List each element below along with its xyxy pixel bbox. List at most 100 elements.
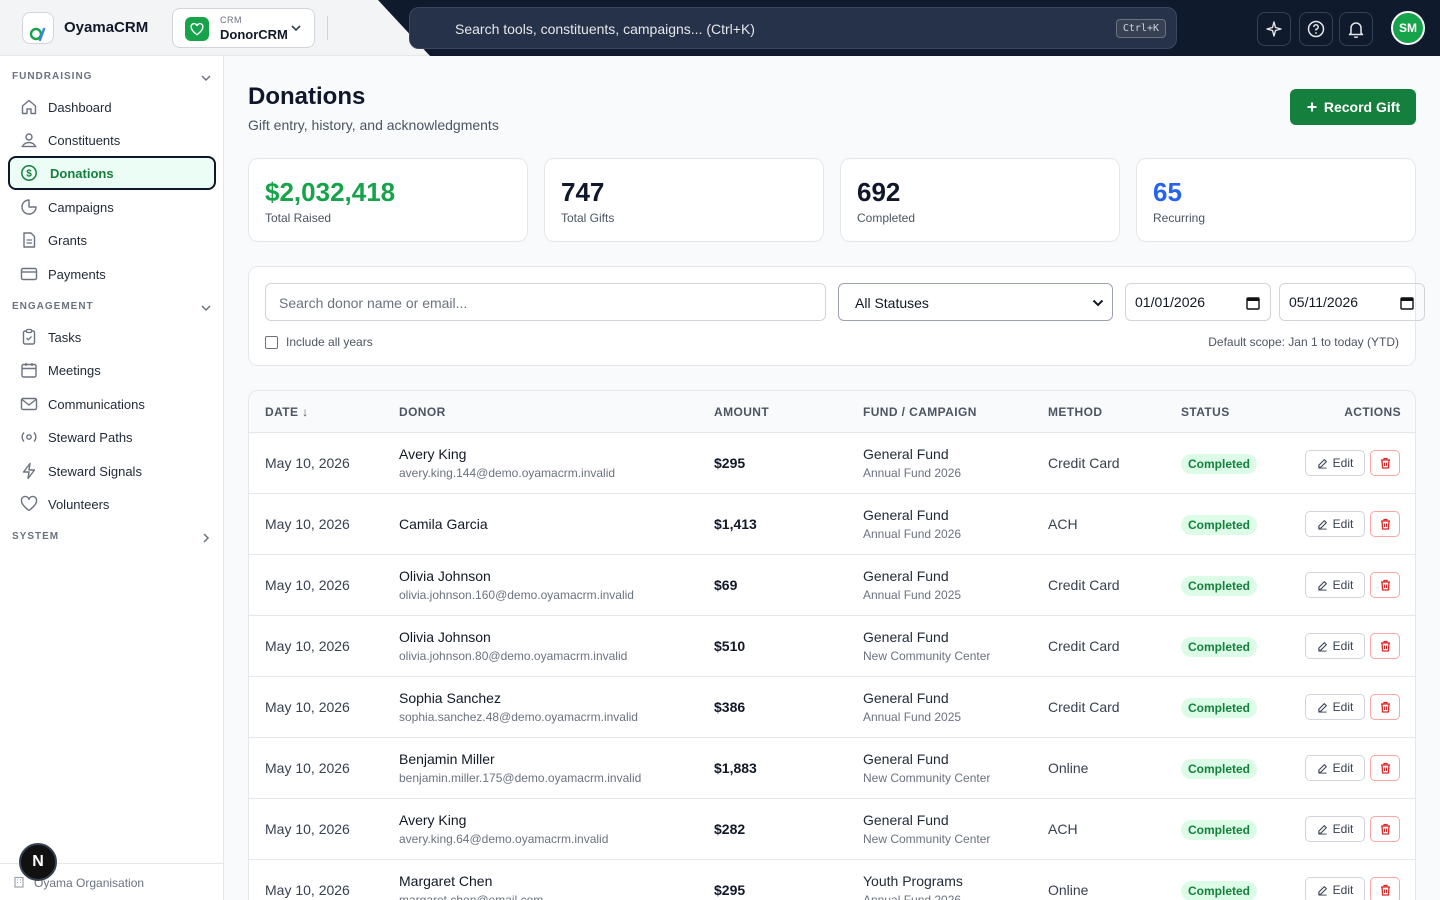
top-bar: OyamaCRM CRM DonorCRM Search tools, cons… <box>0 0 1440 56</box>
cell-donor-name[interactable]: Margaret Chen <box>399 873 493 889</box>
sidebar-item-meetings[interactable]: Meetings <box>8 353 216 387</box>
edit-icon <box>1317 763 1327 774</box>
table-row[interactable]: May 10, 2026 Benjamin Miller benjamin.mill… <box>249 738 1415 799</box>
organization-footer[interactable]: Oyama Organisation <box>0 863 224 900</box>
record-gift-button[interactable]: Record Gift <box>1290 89 1416 125</box>
edit-label: Edit <box>1332 456 1354 470</box>
status-select[interactable]: All Statuses <box>838 283 1113 321</box>
section-engagement[interactable]: ENGAGEMENT <box>12 301 212 317</box>
include-all-years-checkbox[interactable] <box>265 336 278 349</box>
delete-button[interactable] <box>1370 511 1400 537</box>
status-badge: Completed <box>1181 637 1258 657</box>
edit-button[interactable]: Edit <box>1305 816 1365 842</box>
table-header: DATE ↓ DONOR AMOUNT FUND / CAMPAIGN METH… <box>249 391 1415 433</box>
cell-donor-name[interactable]: Olivia Johnson <box>399 629 491 645</box>
ai-assistant-button[interactable] <box>1257 12 1291 46</box>
col-date[interactable]: DATE ↓ <box>265 405 309 419</box>
cell-method: Credit Card <box>1048 638 1120 654</box>
trash-icon <box>1380 640 1390 652</box>
home-icon <box>21 99 37 115</box>
cell-donor-name[interactable]: Sophia Sanchez <box>399 690 501 706</box>
organization-name: Oyama Organisation <box>34 876 145 890</box>
edit-button[interactable]: Edit <box>1305 755 1365 781</box>
global-search-placeholder: Search tools, constituents, campaigns...… <box>455 21 755 37</box>
edit-button[interactable]: Edit <box>1305 450 1365 476</box>
stat-caption: Total Gifts <box>561 211 615 225</box>
table-row[interactable]: May 10, 2026 Margaret Chen margaret.chen@e… <box>249 860 1415 900</box>
section-fundraising[interactable]: FUNDRAISING <box>12 71 212 87</box>
delete-button[interactable] <box>1370 572 1400 598</box>
delete-button[interactable] <box>1370 694 1400 720</box>
delete-button[interactable] <box>1370 816 1400 842</box>
stat-caption: Total Raised <box>265 211 332 225</box>
cell-campaign: New Community Center <box>863 649 991 663</box>
delete-button[interactable] <box>1370 450 1400 476</box>
table-row[interactable]: May 10, 2026 Avery King avery.king.64@demo… <box>249 799 1415 860</box>
edit-button[interactable]: Edit <box>1305 877 1365 900</box>
col-fund-campaign: FUND / CAMPAIGN <box>863 405 977 419</box>
table-row[interactable]: May 10, 2026 Olivia Johnson olivia.johnson… <box>249 555 1415 616</box>
date-to-input[interactable]: 05/11/2026 <box>1279 283 1425 321</box>
sidebar-item-label: Tasks <box>48 330 82 345</box>
table-row[interactable]: May 10, 2026 Camila Garcia $1,413 General F… <box>249 494 1415 555</box>
cell-donor-email: olivia.johnson.160@demo.oyamacrm.invalid <box>399 588 634 602</box>
path-icon <box>21 432 37 442</box>
sidebar-item-grants[interactable]: Grants <box>8 223 216 257</box>
section-system[interactable]: SYSTEM <box>12 531 212 547</box>
record-gift-label: Record Gift <box>1323 99 1401 115</box>
cell-donor-name[interactable]: Avery King <box>399 446 467 462</box>
global-search[interactable]: Search tools, constituents, campaigns...… <box>409 7 1177 49</box>
cell-donor-name[interactable]: Olivia Johnson <box>399 568 491 584</box>
table-row[interactable]: May 10, 2026 Olivia Johnson olivia.johnson… <box>249 616 1415 677</box>
calendar-icon[interactable] <box>1400 296 1414 310</box>
cell-amount: $69 <box>714 577 738 593</box>
trash-icon <box>1380 701 1390 713</box>
sidebar-item-steward-paths[interactable]: Steward Paths <box>8 420 216 454</box>
user-avatar[interactable]: SM <box>1391 11 1425 45</box>
brand-logo[interactable] <box>22 12 54 44</box>
cell-amount: $386 <box>714 699 746 715</box>
sidebar-item-tasks[interactable]: Tasks <box>8 320 216 354</box>
date-from-input[interactable]: 01/01/2026 <box>1125 283 1271 321</box>
delete-button[interactable] <box>1370 633 1400 659</box>
sidebar-item-steward-signals[interactable]: Steward Signals <box>8 454 216 488</box>
notifications-button[interactable] <box>1339 12 1373 46</box>
edit-button[interactable]: Edit <box>1305 511 1365 537</box>
status-badge: Completed <box>1181 881 1258 900</box>
delete-button[interactable] <box>1370 755 1400 781</box>
sidebar-item-donations[interactable]: $ Donations <box>8 156 216 190</box>
sidebar-item-volunteers[interactable]: Volunteers <box>8 487 216 521</box>
sidebar-item-payments[interactable]: Payments <box>8 257 216 291</box>
heart-icon <box>185 17 209 41</box>
cell-donor-name[interactable]: Benjamin Miller <box>399 751 495 767</box>
sidebar-item-campaigns[interactable]: Campaigns <box>8 190 216 224</box>
delete-button[interactable] <box>1370 877 1400 900</box>
bell-icon <box>1348 22 1364 38</box>
cell-fund: General Fund <box>863 812 949 828</box>
table-row[interactable]: May 10, 2026 Avery King avery.king.144@dem… <box>249 433 1415 494</box>
col-actions: ACTIONS <box>1344 405 1401 419</box>
sidebar-item-constituents[interactable]: Constituents <box>8 123 216 157</box>
edit-button[interactable]: Edit <box>1305 633 1365 659</box>
cell-donor-name[interactable]: Avery King <box>399 812 467 828</box>
sidebar-item-communications[interactable]: Communications <box>8 387 216 421</box>
include-all-years-label[interactable]: Include all years <box>286 335 373 349</box>
sidebar: FUNDRAISING Dashboard Constituents $ Don… <box>0 56 224 900</box>
page-subtitle: Gift entry, history, and acknowledgments <box>248 117 499 133</box>
dev-tools-badge[interactable]: N <box>19 843 57 881</box>
cell-method: Online <box>1048 760 1089 776</box>
app-switcher[interactable]: CRM DonorCRM <box>172 8 315 48</box>
calendar-icon[interactable] <box>1246 296 1260 310</box>
cell-donor-name[interactable]: Camila Garcia <box>399 516 488 532</box>
help-button[interactable] <box>1299 12 1333 46</box>
cell-campaign: Annual Fund 2025 <box>863 588 962 602</box>
col-donor: DONOR <box>399 405 446 419</box>
edit-label: Edit <box>1332 578 1354 592</box>
sidebar-item-dashboard[interactable]: Dashboard <box>8 90 216 124</box>
donor-search-input[interactable]: Search donor name or email... <box>265 283 826 321</box>
cell-donor-email: olivia.johnson.80@demo.oyamacrm.invalid <box>399 649 628 663</box>
cell-method: ACH <box>1048 516 1078 532</box>
edit-button[interactable]: Edit <box>1305 572 1365 598</box>
edit-button[interactable]: Edit <box>1305 694 1365 720</box>
table-row[interactable]: May 10, 2026 Sophia Sanchez sophia.sanchez… <box>249 677 1415 738</box>
